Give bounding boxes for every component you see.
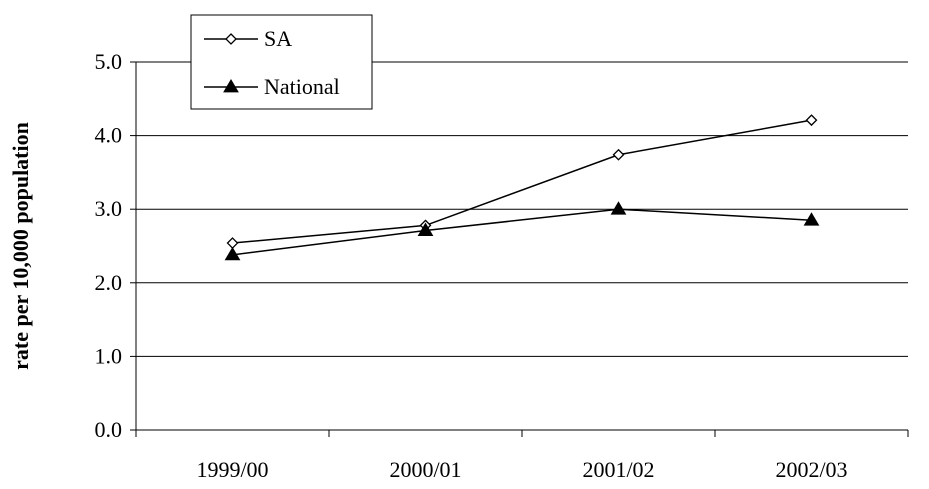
series-line (232, 208, 812, 256)
axes (135, 62, 908, 431)
data-point (417, 222, 434, 236)
series-sa (226, 114, 818, 249)
x-tick-label: 2002/03 (775, 457, 847, 482)
data-point (224, 246, 241, 261)
x-tick-label: 2000/01 (389, 457, 461, 482)
data-point (610, 201, 627, 215)
x-tick-label: 2001/02 (582, 457, 654, 482)
y-axis-title: rate per 10,000 population (8, 122, 33, 370)
data-point (805, 114, 818, 127)
legend-item: SA (204, 26, 292, 51)
x-tick-labels: 1999/00 2000/01 2001/02 2002/03 (135, 430, 909, 482)
gridlines (130, 61, 908, 431)
y-tick-label: 4.0 (95, 123, 123, 148)
y-tick-label: 5.0 (95, 49, 123, 74)
data-point (803, 212, 820, 226)
legend-marker (223, 79, 239, 93)
legend-label: National (264, 74, 340, 99)
legend-label: SA (264, 26, 292, 51)
legend-marker (225, 33, 237, 45)
legend: SA National (190, 14, 373, 110)
legend-box (190, 14, 373, 110)
series-line (232, 119, 812, 244)
y-tick-label: 0.0 (95, 417, 123, 442)
y-tick-label: 2.0 (95, 270, 123, 295)
x-tick-label: 1999/00 (196, 457, 268, 482)
y-tick-label: 1.0 (95, 343, 123, 368)
data-point (226, 237, 239, 249)
series (224, 114, 820, 261)
legend-item: National (204, 74, 340, 99)
data-point (612, 148, 625, 161)
y-tick-labels: 0.0 1.0 2.0 3.0 4.0 5.0 (95, 49, 123, 442)
series-national (224, 201, 820, 261)
y-tick-label: 3.0 (95, 196, 123, 221)
